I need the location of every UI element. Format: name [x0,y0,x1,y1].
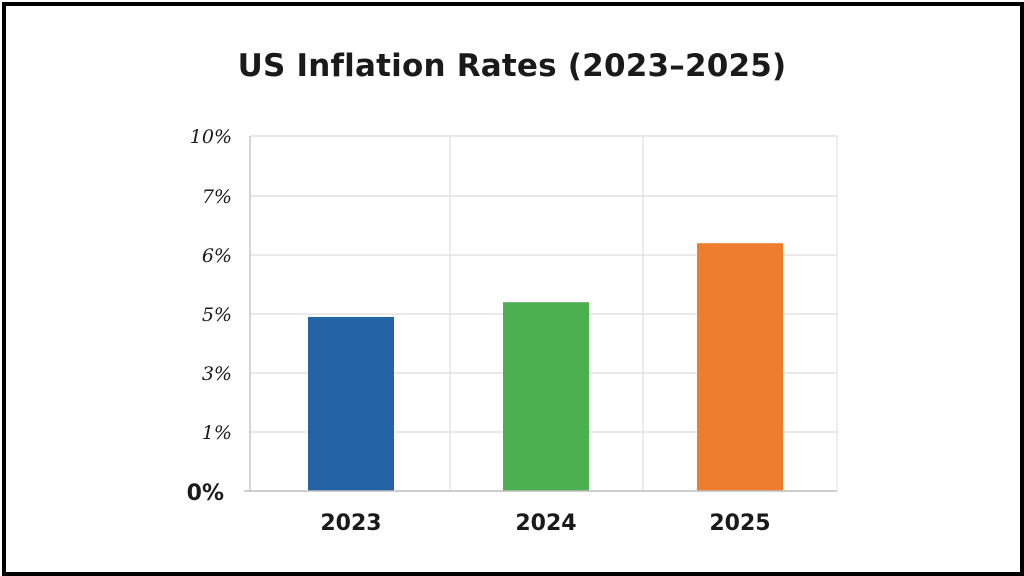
y-tick-label: 5% [202,304,232,326]
bar-2025 [697,243,783,491]
y-tick-labels: 0% 1% 3% 5% 6% 7% 10% [187,126,232,506]
x-tick-labels: 2023 2024 2025 [320,511,770,536]
y-tick-label: 10% [190,126,232,148]
y-tick-label: 0% [187,481,224,506]
axes [244,136,837,492]
y-tick-label: 1% [202,422,232,444]
bar-2023 [308,316,394,491]
x-tick-label: 2023 [320,511,381,536]
x-tick-label: 2024 [515,511,576,536]
x-tick-label: 2025 [709,511,770,536]
chart-title: US Inflation Rates (2023–2025) [237,48,787,84]
bar-2024 [503,302,589,491]
y-tick-label: 7% [202,186,232,208]
y-tick-label: 3% [202,363,232,385]
bars [308,243,783,491]
y-tick-label: 6% [202,245,232,267]
